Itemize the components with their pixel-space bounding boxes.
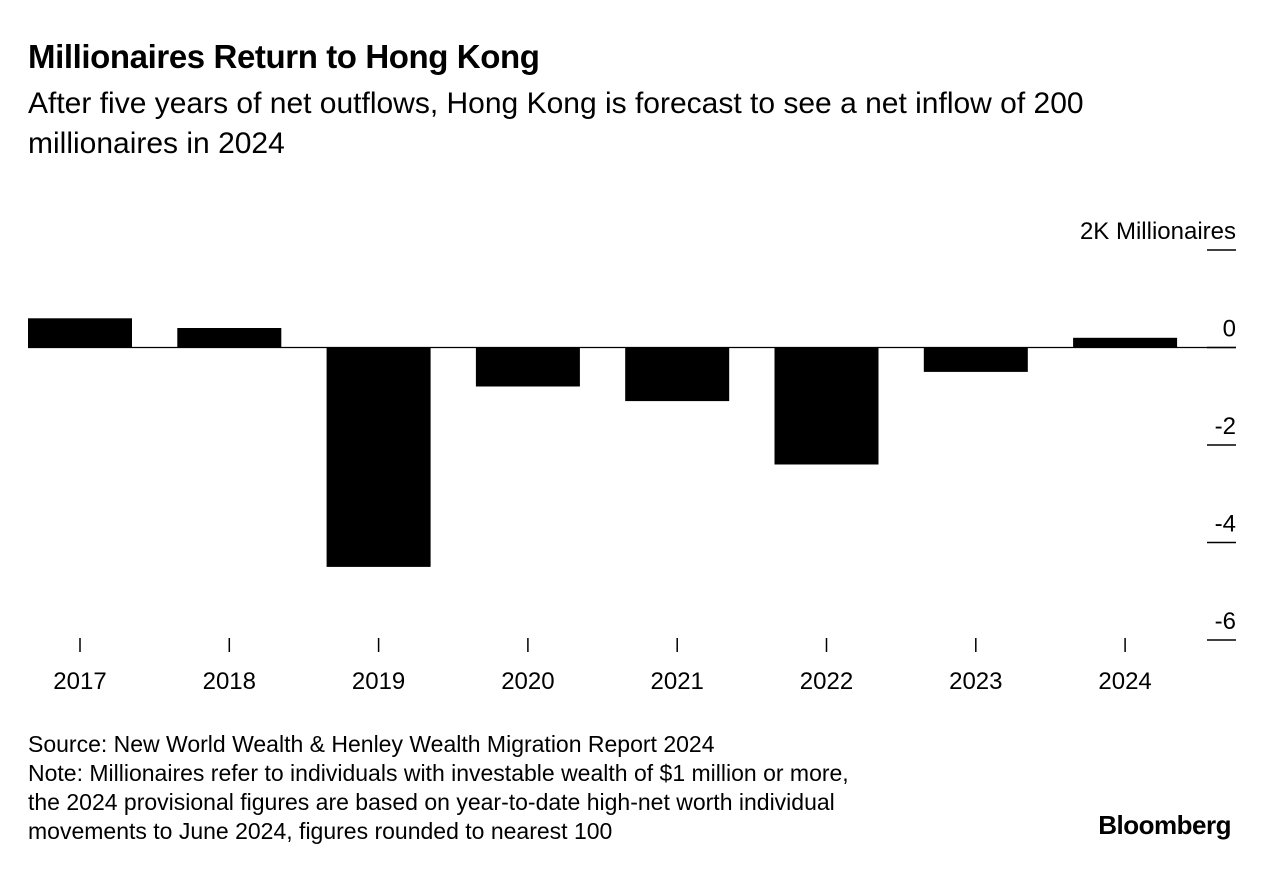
footer-notes: Source: New World Wealth & Henley Wealth… <box>28 730 849 846</box>
y-tick-label-1: 0 <box>1223 316 1236 343</box>
bar-2020 <box>475 347 580 387</box>
y-axis: 2K Millionaires 0 -2 -4 -6 <box>1080 218 1236 641</box>
bar-2018 <box>177 328 282 348</box>
x-tick-label-2024: 2024 <box>1098 668 1151 695</box>
bar-2022 <box>774 347 879 465</box>
bloomberg-logo: Bloomberg <box>1098 810 1231 840</box>
x-tick-label-2022: 2022 <box>800 668 853 695</box>
bar-2021 <box>625 347 730 402</box>
source-note: Source: New World Wealth & Henley Wealth… <box>28 731 715 757</box>
y-axis-unit-label: 2K Millionaires <box>1080 218 1236 245</box>
x-tick-label-2021: 2021 <box>651 668 704 695</box>
chart-title: Millionaires Return to Hong Kong <box>28 38 540 75</box>
y-tick-label-4: -6 <box>1215 608 1236 635</box>
y-tick-label-3: -4 <box>1215 511 1236 538</box>
note-line-1: Note: Millionaires refer to individuals … <box>28 760 849 786</box>
bar-2017 <box>28 318 132 348</box>
x-axis: 2017 2018 2019 2020 2021 2022 2023 2024 <box>53 638 1152 695</box>
x-tick-label-2019: 2019 <box>352 668 405 695</box>
note-line-2: the 2024 provisional figures are based o… <box>28 789 835 815</box>
chart-subtitle: After five years of net outflows, Hong K… <box>28 87 1084 160</box>
x-tick-label-2017: 2017 <box>53 668 106 695</box>
bars-layer <box>28 318 1178 567</box>
note-line-3: movements to June 2024, figures rounded … <box>28 818 613 844</box>
bar-2024 <box>1073 337 1178 348</box>
y-tick-label-2: -2 <box>1215 413 1236 440</box>
bar-2023 <box>923 347 1028 372</box>
bar-2019 <box>326 347 431 567</box>
x-tick-label-2023: 2023 <box>949 668 1002 695</box>
x-tick-label-2020: 2020 <box>501 668 554 695</box>
x-tick-label-2018: 2018 <box>203 668 256 695</box>
